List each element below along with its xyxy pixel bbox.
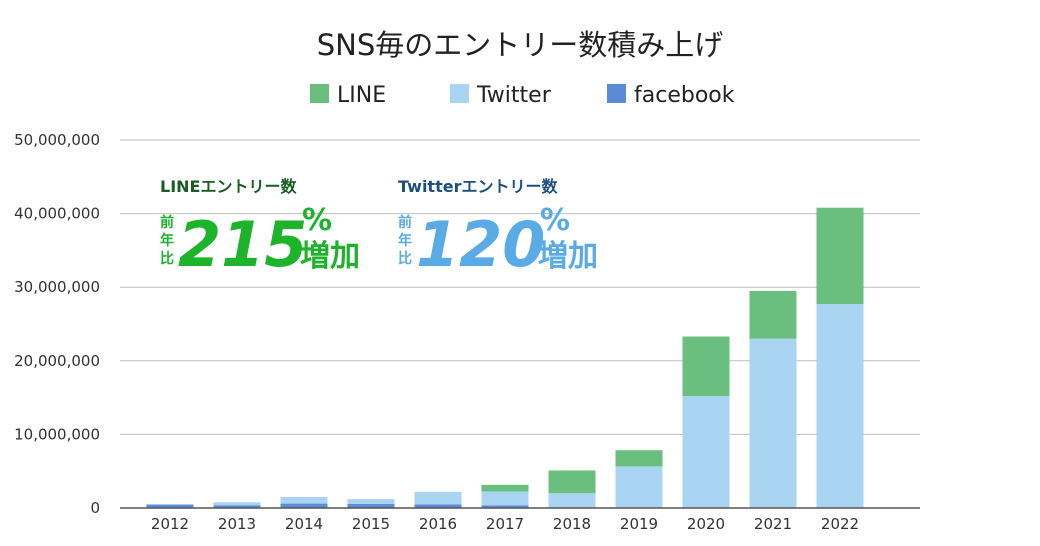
annotation-line-value: 215 — [178, 208, 307, 281]
bar-twitter-2022 — [816, 304, 864, 508]
x-tick-label: 2015 — [352, 515, 390, 533]
bar-twitter-2013 — [213, 502, 261, 506]
x-tick-label: 2019 — [620, 515, 658, 533]
y-tick-label: 10,000,000 — [14, 425, 100, 443]
x-tick-label: 2017 — [486, 515, 524, 533]
bar-twitter-2019 — [615, 466, 663, 508]
annotation-twitter-prefix-1: 前 — [398, 214, 412, 231]
y-tick-label: 50,000,000 — [14, 131, 100, 149]
bar-line-2022 — [816, 207, 864, 305]
annotation-twitter-prefix-3: 比 — [398, 250, 412, 267]
bar-twitter-2017 — [481, 491, 529, 506]
bar-twitter-2021 — [749, 338, 797, 508]
bar-facebook-2016 — [414, 504, 462, 508]
annotation-twitter-heading: Twitterエントリー数 — [398, 177, 558, 196]
annotation-twitter-value: 120 — [416, 208, 545, 281]
legend-label-line: LINE — [337, 83, 386, 108]
y-tick-label: 0 — [90, 499, 100, 517]
bar-facebook-2013 — [213, 505, 261, 508]
bar-facebook-2015 — [347, 503, 395, 508]
legend-swatch-twitter — [450, 84, 469, 103]
annotation-twitter: Twitterエントリー数 前 年 比 120 % 増加 — [398, 177, 598, 281]
annotation-line-prefix-2: 年 — [160, 232, 174, 249]
bar-twitter-2020 — [682, 396, 730, 508]
legend-swatch-line — [310, 84, 329, 103]
bar-twitter-2016 — [414, 491, 462, 505]
bar-line-2020 — [682, 336, 730, 397]
annotation-twitter-prefix-2: 年 — [398, 232, 412, 249]
legend-label-twitter: Twitter — [476, 83, 552, 108]
bar-line-2018 — [548, 470, 596, 494]
bar-line-2021 — [749, 290, 797, 339]
bars — [146, 207, 864, 508]
legend-label-facebook: facebook — [634, 83, 735, 108]
legend: LINE Twitter facebook — [310, 83, 735, 108]
y-tick-label: 30,000,000 — [14, 278, 100, 296]
x-axis-ticks: 2012 2013 2014 2015 2016 2017 2018 2019 2020 2021… — [151, 515, 859, 533]
x-tick-label: 2021 — [754, 515, 792, 533]
y-axis-ticks: 0 10,000,000 20,000,000 30,000,000 40,000,00… — [14, 131, 100, 517]
annotation-line-prefix-1: 前 — [160, 214, 174, 231]
annotation-line-heading: LINEエントリー数 — [160, 177, 297, 196]
bar-line-2017 — [481, 484, 529, 492]
x-tick-label: 2012 — [151, 515, 189, 533]
annotation-line-unit: % — [302, 203, 332, 238]
y-tick-label: 40,000,000 — [14, 205, 100, 223]
x-tick-label: 2014 — [285, 515, 323, 533]
bar-twitter-2018 — [548, 493, 596, 508]
bar-facebook-2012 — [146, 504, 194, 508]
bar-twitter-2015 — [347, 499, 395, 504]
bar-line-2019 — [615, 450, 663, 467]
annotation-line: LINEエントリー数 前 年 比 215 % 増加 — [160, 177, 360, 281]
legend-swatch-facebook — [607, 84, 626, 103]
annotation-line-prefix-3: 比 — [160, 250, 174, 267]
x-tick-label: 2018 — [553, 515, 591, 533]
bar-facebook-2017 — [481, 505, 529, 508]
annotation-twitter-unit: % — [540, 203, 570, 238]
bar-twitter-2014 — [280, 496, 328, 504]
annotation-twitter-suffix: 増加 — [538, 239, 598, 274]
bar-facebook-2014 — [280, 503, 328, 508]
y-tick-label: 20,000,000 — [14, 352, 100, 370]
x-tick-label: 2022 — [821, 515, 859, 533]
x-tick-label: 2013 — [218, 515, 256, 533]
bar-twitter-2012 — [146, 503, 194, 505]
x-tick-label: 2016 — [419, 515, 457, 533]
annotation-line-suffix: 増加 — [300, 239, 360, 274]
chart-title: SNS毎のエントリー数積み上げ — [317, 28, 724, 62]
x-tick-label: 2020 — [687, 515, 725, 533]
